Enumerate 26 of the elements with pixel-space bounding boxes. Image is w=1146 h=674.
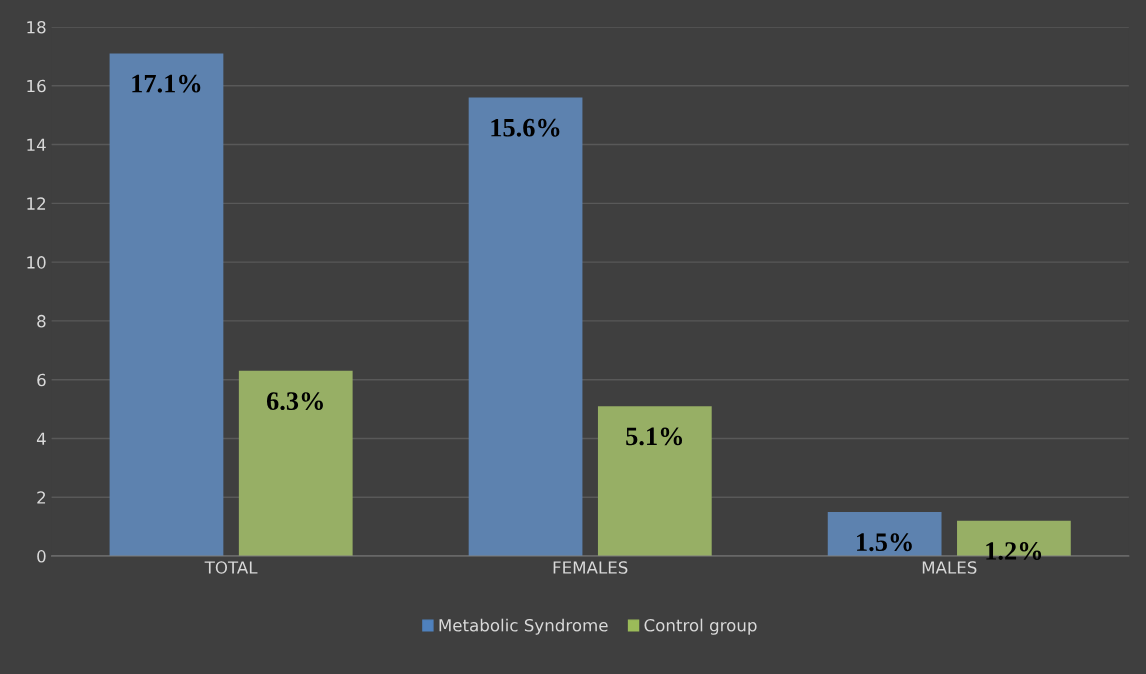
y-tick-label: 2 [37,491,46,504]
data-label: 1.5% [857,533,912,552]
data-label: 1.2% [986,542,1042,560]
x-tick-label: MALES [922,561,977,574]
data-label: 15.6% [491,118,560,137]
y-tick-label: 10 [27,256,46,269]
y-tick-label: 12 [27,197,46,210]
data-label: 17.1% [132,74,201,93]
y-tick-label: 18 [27,20,46,34]
x-tick-label: TOTAL [204,561,258,574]
y-tick-label: 0 [37,550,46,563]
bar [238,370,353,557]
x-tick-label: FEMALES [553,561,628,574]
data-label: 6.3% [266,392,323,411]
legend-label: Metabolic Syndrome [439,618,608,635]
y-tick-label: 4 [36,432,46,445]
y-tick-label: 16 [27,79,46,93]
bar [597,406,712,557]
y-tick-label: 6 [37,373,46,387]
data-label: 5.1% [626,427,683,446]
bar [109,53,224,557]
legend-label: Control group [644,618,757,635]
bar [468,97,583,557]
y-tick-label: 14 [27,138,46,151]
bar [827,511,942,557]
y-tick-label: 8 [37,314,46,328]
